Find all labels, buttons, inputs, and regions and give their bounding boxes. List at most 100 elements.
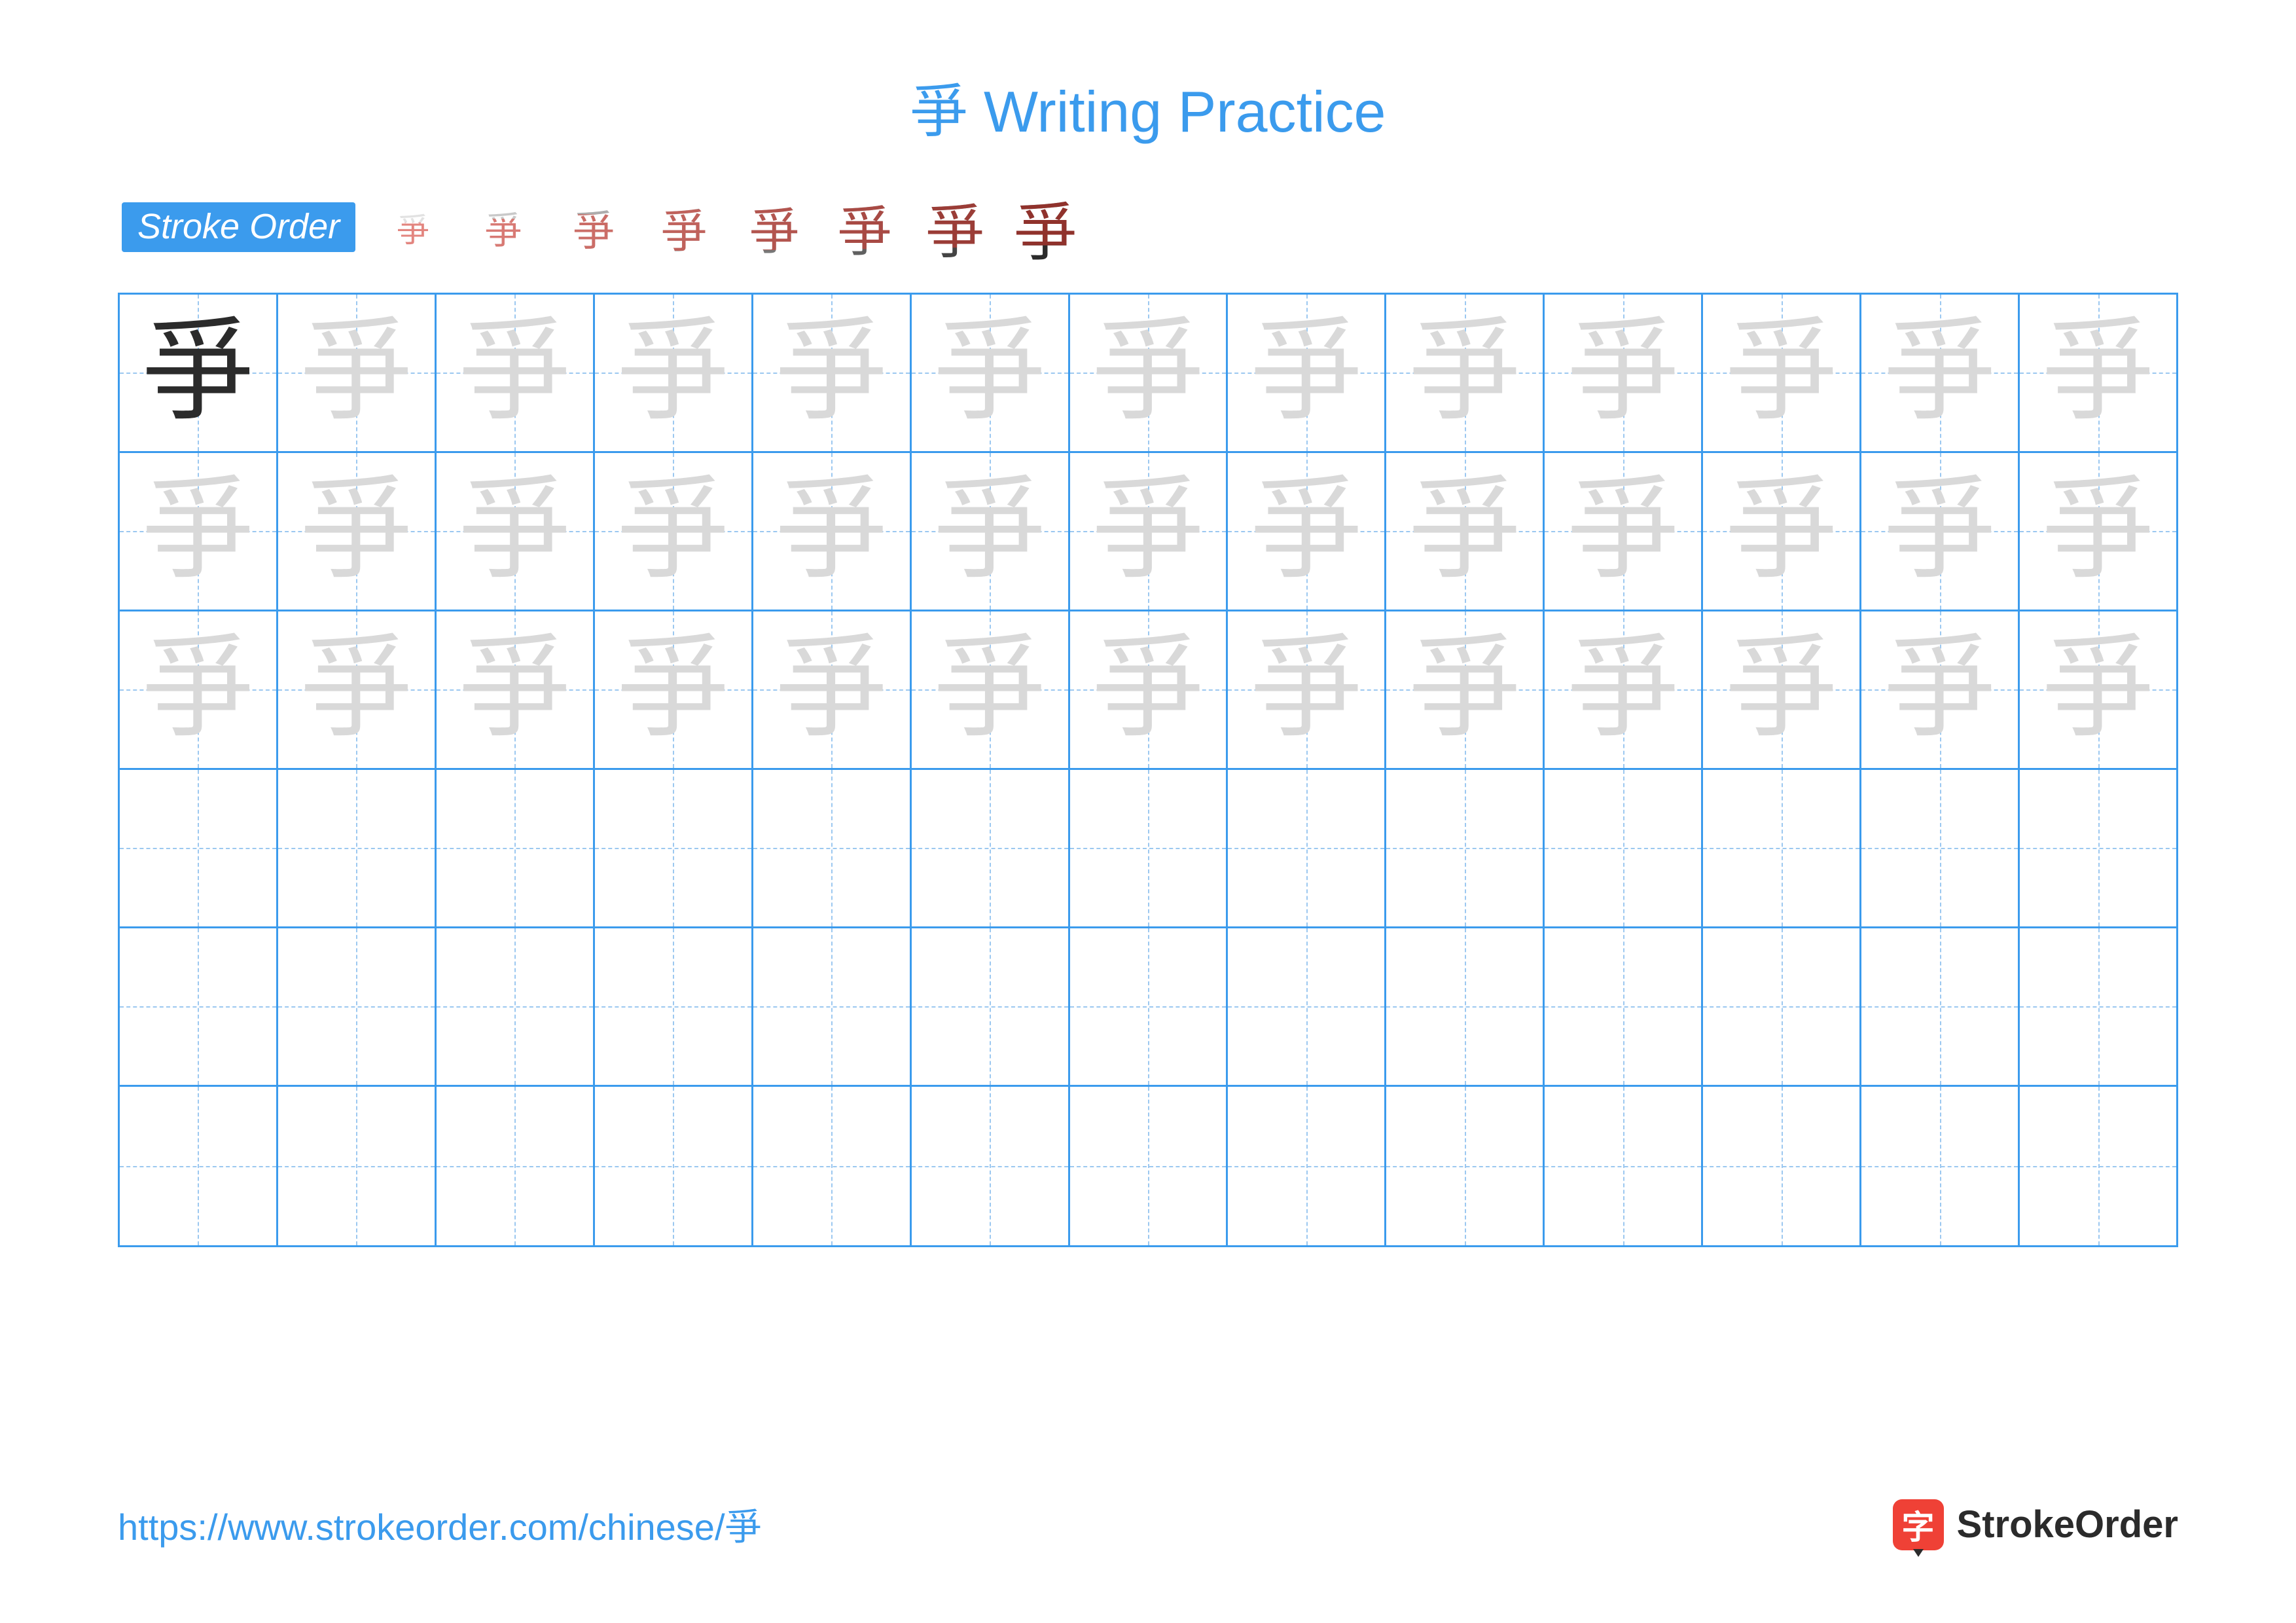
stroke-step-2: 爭爭 [464,188,543,266]
grid-cell: 爭 [1228,295,1386,453]
grid-cell [912,770,1070,928]
grid-cell: 爭 [437,611,595,770]
grid-cell: 爭 [1703,295,1861,453]
grid-cell: 爭 [437,453,595,611]
practice-glyph: 爭 [617,317,728,428]
grid-cell [1228,928,1386,1087]
grid-cell [120,928,278,1087]
title-character: 爭 [910,79,967,144]
grid-cell: 爭 [1228,611,1386,770]
practice-glyph: 爭 [617,475,728,587]
grid-cell [1070,770,1229,928]
practice-glyph: 爭 [1409,634,1520,745]
grid-cell [1545,770,1703,928]
grid-cell: 爭 [1861,295,2020,453]
stroke-step-5: 爭爭 [735,188,814,266]
grid-cell [1386,928,1545,1087]
stroke-step-1: 爭爭 [374,188,452,266]
stroke-step-4: 爭爭 [645,188,723,266]
grid-cell: 爭 [278,453,437,611]
grid-cell: 爭 [1070,453,1229,611]
practice-glyph: 爭 [776,634,887,745]
grid-cell [595,770,753,928]
grid-cell [1386,770,1545,928]
stroke-step-3: 爭爭 [554,188,633,266]
practice-glyph: 爭 [1092,475,1204,587]
practice-glyph: 爭 [1092,317,1204,428]
title-text: Writing Practice [968,79,1386,144]
practice-glyph: 爭 [1568,475,1679,587]
practice-glyph: 爭 [1092,634,1204,745]
grid-cell [1703,770,1861,928]
grid-cell [753,1087,912,1245]
grid-cell: 爭 [1386,453,1545,611]
practice-glyph: 爭 [1884,634,1996,745]
grid-cell [120,1087,278,1245]
practice-glyph: 爭 [1726,634,1837,745]
grid-cell [278,1087,437,1245]
practice-glyph: 爭 [459,317,570,428]
brand: 字 StrokeOrder [1893,1499,2178,1550]
grid-cell: 爭 [120,611,278,770]
grid-cell [1703,1087,1861,1245]
grid-cell: 爭 [595,453,753,611]
grid-cell: 爭 [1386,295,1545,453]
grid-cell [2020,928,2176,1087]
grid-cell [912,928,1070,1087]
practice-glyph: 爭 [2043,634,2154,745]
grid-cell [2020,770,2176,928]
stroke-order-row: Stroke Order 爭爭爭爭爭爭爭爭爭爭爭爭爭爭爭爭 [122,188,2178,266]
practice-glyph: 爭 [934,475,1045,587]
stroke-step-7: 爭爭 [916,188,994,266]
practice-glyph: 爭 [142,317,253,428]
grid-cell [278,928,437,1087]
grid-row [120,1087,2176,1245]
grid-cell: 爭 [437,295,595,453]
grid-cell [1228,770,1386,928]
practice-glyph: 爭 [1409,475,1520,587]
grid-cell: 爭 [278,295,437,453]
brand-icon: 字 [1893,1499,1944,1550]
grid-cell [437,770,595,928]
grid-cell: 爭 [912,453,1070,611]
grid-row: 爭爭爭爭爭爭爭爭爭爭爭爭爭 [120,611,2176,770]
practice-glyph: 爭 [1251,317,1362,428]
practice-grid: 爭爭爭爭爭爭爭爭爭爭爭爭爭爭爭爭爭爭爭爭爭爭爭爭爭爭爭爭爭爭爭爭爭爭爭爭爭爭爭 [118,293,2178,1247]
grid-cell: 爭 [1070,295,1229,453]
grid-cell: 爭 [2020,453,2176,611]
stroke-step-8: 爭爭 [1006,188,1085,266]
grid-cell: 爭 [2020,611,2176,770]
grid-cell [753,770,912,928]
grid-cell [1703,928,1861,1087]
grid-cell: 爭 [912,295,1070,453]
practice-glyph: 爭 [459,475,570,587]
grid-cell: 爭 [595,611,753,770]
grid-cell [1070,1087,1229,1245]
footer: https://www.strokeorder.com/chinese/爭 字 … [118,1498,2178,1551]
grid-cell: 爭 [1545,295,1703,453]
practice-glyph: 爭 [300,317,412,428]
grid-cell: 爭 [1703,611,1861,770]
grid-cell [120,770,278,928]
grid-cell: 爭 [595,295,753,453]
practice-glyph: 爭 [300,634,412,745]
grid-cell: 爭 [278,611,437,770]
practice-glyph: 爭 [1884,317,1996,428]
page-title: 爭 Writing Practice [118,65,2178,149]
grid-cell [1070,928,1229,1087]
worksheet-page: 爭 Writing Practice Stroke Order 爭爭爭爭爭爭爭爭… [0,0,2296,1623]
practice-glyph: 爭 [459,634,570,745]
grid-row: 爭爭爭爭爭爭爭爭爭爭爭爭爭 [120,295,2176,453]
grid-cell: 爭 [753,295,912,453]
grid-cell: 爭 [120,295,278,453]
practice-glyph: 爭 [934,317,1045,428]
grid-cell: 爭 [912,611,1070,770]
grid-cell [753,928,912,1087]
grid-cell: 爭 [1861,453,2020,611]
grid-cell: 爭 [1228,453,1386,611]
grid-cell [278,770,437,928]
grid-cell [1228,1087,1386,1245]
practice-glyph: 爭 [1726,475,1837,587]
grid-cell [2020,1087,2176,1245]
grid-cell [1861,770,2020,928]
